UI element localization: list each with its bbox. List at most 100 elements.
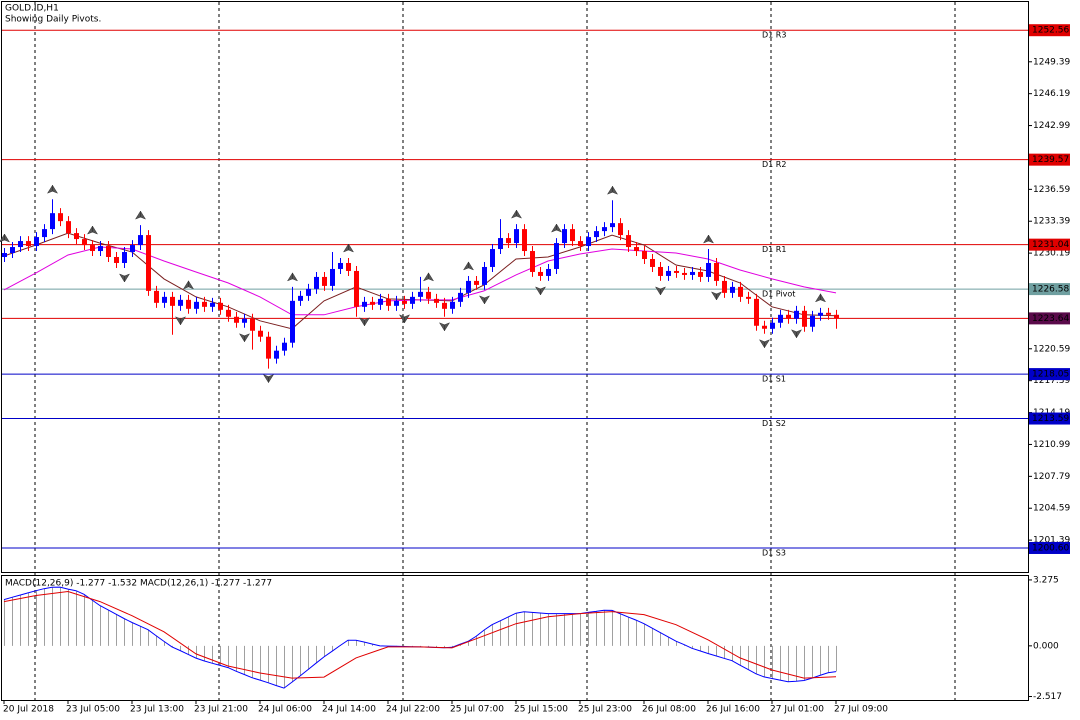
candle-body <box>154 290 159 303</box>
candle-body <box>546 268 551 276</box>
fractal-down <box>398 314 411 324</box>
candle-body <box>434 298 439 303</box>
fractal-down <box>238 333 251 343</box>
fractal-up <box>286 272 299 282</box>
y-tick-label: 1217.39 <box>1033 376 1070 386</box>
candle-body <box>138 235 143 246</box>
fractal-down <box>478 295 491 305</box>
y-tick-label: 1201.39 <box>1033 536 1070 546</box>
candle-body <box>314 276 319 289</box>
price-box <box>1029 412 1070 425</box>
fractal-up <box>702 234 715 244</box>
candle-body <box>426 291 431 299</box>
candle-body <box>778 314 783 323</box>
fractal-down <box>758 339 771 349</box>
fractal-up <box>550 223 563 233</box>
pivot-label: D1 R1 <box>762 245 786 254</box>
candle-body <box>682 272 687 275</box>
candle-body <box>410 296 415 304</box>
macd-y-tick-label: 3.275 <box>1033 575 1059 585</box>
pivot-label: D1 S2 <box>762 419 786 428</box>
candle-body <box>10 247 15 254</box>
candle-body <box>354 270 359 307</box>
y-tick-label: 1210.99 <box>1033 440 1070 450</box>
candle-body <box>418 291 423 297</box>
candle-body <box>290 300 295 343</box>
candle-body <box>234 316 239 323</box>
fractal-up <box>46 184 59 194</box>
x-tick-label: 25 Jul 07:00 <box>450 705 504 715</box>
candle-body <box>642 251 647 259</box>
y-tick-label: 1242.99 <box>1033 121 1070 131</box>
candle-body <box>370 301 375 305</box>
candle-body <box>570 229 575 242</box>
price-box-label: 1200.60 <box>1032 543 1069 553</box>
candle-body <box>74 233 79 240</box>
x-tick-label: 23 Jul 13:00 <box>130 705 184 715</box>
price-box-label: 1218.05 <box>1032 370 1069 380</box>
candle-body <box>578 241 583 247</box>
candle-body <box>274 350 279 359</box>
pivot-label: D1 S3 <box>762 548 786 557</box>
candle-body <box>194 301 199 309</box>
price-box <box>1029 541 1070 554</box>
fractal-down <box>174 316 187 326</box>
pivot-label: D1 S1 <box>762 375 786 384</box>
candle-body <box>602 227 607 232</box>
candle-body <box>98 246 103 252</box>
candle-body <box>786 314 791 319</box>
candle-body <box>802 310 807 327</box>
candle-body <box>626 235 631 248</box>
candle-body <box>818 312 823 316</box>
candle-body <box>706 262 711 277</box>
x-tick-label: 20 Jul 2018 <box>3 705 54 715</box>
pivot-label: D1 R2 <box>762 160 786 169</box>
fractal-up <box>134 210 147 220</box>
fractal-up <box>606 185 619 195</box>
candle-body <box>770 322 775 329</box>
candle-body <box>330 268 335 286</box>
candle-body <box>746 296 751 299</box>
y-tick-label: 1204.59 <box>1033 504 1070 514</box>
candle-body <box>450 301 455 309</box>
x-tick-label: 24 Jul 14:00 <box>322 705 376 715</box>
fractal-down <box>534 286 547 296</box>
candle-body <box>178 299 183 306</box>
candle-body <box>106 246 111 258</box>
candle-body <box>122 252 127 263</box>
macd-signal <box>3 590 837 679</box>
y-tick-label: 1230.19 <box>1033 249 1070 259</box>
candle-body <box>522 229 527 252</box>
price-box-label: 1239.57 <box>1032 155 1069 165</box>
price-box-label: 1226.58 <box>1032 285 1069 295</box>
fractal-up <box>86 225 99 235</box>
fractal-up <box>510 209 523 219</box>
candle-body <box>162 296 167 303</box>
candle-body <box>698 271 703 277</box>
candle-body <box>714 262 719 281</box>
candle-body <box>458 292 463 302</box>
y-tick-label: 1220.59 <box>1033 344 1070 354</box>
x-tick-label: 24 Jul 06:00 <box>258 705 312 715</box>
candle-body <box>738 286 743 297</box>
fractal-up <box>422 272 435 282</box>
candle-body <box>490 249 495 267</box>
x-tick-label: 27 Jul 09:00 <box>834 705 888 715</box>
candle-body <box>258 330 263 337</box>
candle-body <box>386 298 391 306</box>
candle-body <box>322 276 327 286</box>
candle-body <box>594 231 599 238</box>
x-tick-label: 27 Jul 01:00 <box>770 705 824 715</box>
x-tick-label: 24 Jul 22:00 <box>386 705 440 715</box>
pivot-label: D1 Pivot <box>762 290 795 299</box>
candle-body <box>506 238 511 244</box>
candle-body <box>586 237 591 247</box>
chart-subtitle: Showing Daily Pivots. <box>5 15 101 25</box>
candle-body <box>362 301 367 307</box>
fractal-down <box>358 317 371 327</box>
candle-body <box>210 302 215 307</box>
candle-body <box>530 251 535 272</box>
candle-body <box>514 229 519 244</box>
